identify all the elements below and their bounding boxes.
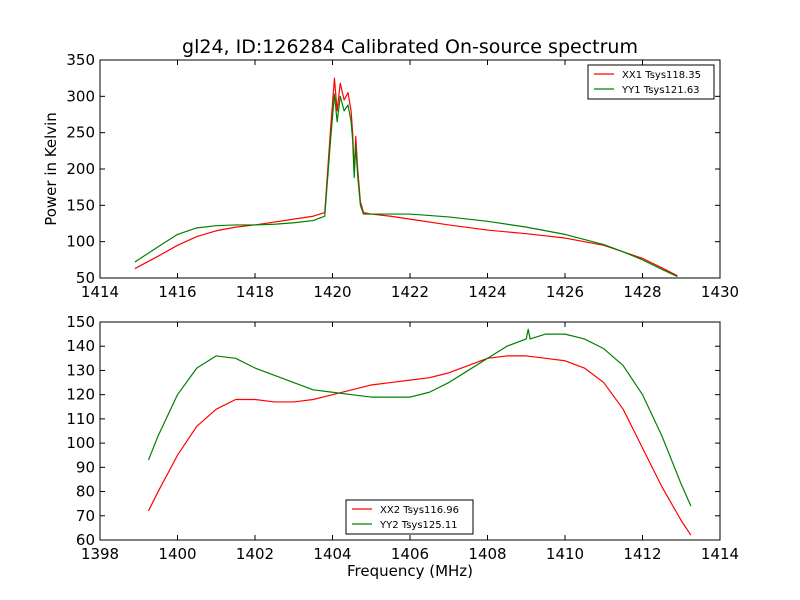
legend-label-1: XX2 Tsys116.96 xyxy=(380,505,459,516)
y-tick-label: 80 xyxy=(76,483,95,501)
x-tick-label: 1414 xyxy=(81,283,119,301)
y-tick-label: 50 xyxy=(76,269,95,287)
y-tick-label: 130 xyxy=(66,361,95,379)
chart-title: gl24, ID:126284 Calibrated On-source spe… xyxy=(182,36,638,58)
legend: XX1 Tsys118.35 YY1 Tsys121.63 xyxy=(587,64,715,100)
plots-container: 1414 1416 1418 1420 1422 1424 1426 1428 1430 50 10… xyxy=(42,51,739,580)
x-tick-label: 1400 xyxy=(158,545,196,563)
x-tick-label: 1404 xyxy=(313,545,351,563)
y-axis-label: Power in Kelvin xyxy=(42,112,60,226)
y-tick-label: 110 xyxy=(66,410,95,428)
legend-label-2: YY2 Tsys125.11 xyxy=(379,520,458,531)
y-tick-label: 300 xyxy=(66,87,95,105)
legend-label-1: XX1 Tsys118.35 xyxy=(622,70,701,81)
y-tick-label: 90 xyxy=(76,458,95,476)
y-tick-label: 120 xyxy=(66,386,95,404)
y-tick-label: 100 xyxy=(66,434,95,452)
x-tick-label: 1412 xyxy=(623,545,661,563)
y-tick-label: 100 xyxy=(66,233,95,251)
x-tick-label: 1406 xyxy=(391,545,429,563)
legend-box xyxy=(587,64,715,100)
x-tick-label: 1418 xyxy=(236,283,274,301)
x-tick-label: 1410 xyxy=(546,545,584,563)
series-line-1 xyxy=(147,355,692,536)
x-tick-label: 1430 xyxy=(701,283,739,301)
y-tick-label: 70 xyxy=(76,507,95,525)
y-tick-label: 250 xyxy=(66,124,95,142)
x-tick-label: 1422 xyxy=(391,283,429,301)
y-tick-label: 150 xyxy=(66,196,95,214)
subplot-1: 1414 1416 1418 1420 1422 1424 1426 1428 1430 50 10… xyxy=(42,51,739,301)
series-line-2 xyxy=(134,93,678,278)
y-tick-label: 200 xyxy=(66,160,95,178)
y-tick-label: 150 xyxy=(66,313,95,331)
legend-label-2: YY1 Tsys121.63 xyxy=(621,85,700,96)
legend: XX2 Tsys116.96 YY2 Tsys125.11 xyxy=(345,499,474,535)
legend-box xyxy=(345,499,474,535)
x-axis-label: Frequency (MHz) xyxy=(347,562,473,580)
x-tick-label: 1420 xyxy=(313,283,351,301)
y-tick-label: 140 xyxy=(66,337,95,355)
x-tick-label: 1424 xyxy=(468,283,506,301)
y-tick-label: 60 xyxy=(76,531,95,549)
x-tick-label: 1426 xyxy=(546,283,584,301)
subplot-2: 1398 1400 1402 1404 1406 1408 1410 1412 1414 60 70… xyxy=(66,313,739,580)
y-tick-label: 350 xyxy=(66,51,95,69)
series-line-2 xyxy=(147,328,692,507)
x-tick-label: 1408 xyxy=(468,545,506,563)
x-tick-label: 1416 xyxy=(158,283,196,301)
x-tick-label: 1398 xyxy=(81,545,119,563)
x-tick-label: 1402 xyxy=(236,545,274,563)
x-tick-label: 1414 xyxy=(701,545,739,563)
x-tick-label: 1428 xyxy=(623,283,661,301)
